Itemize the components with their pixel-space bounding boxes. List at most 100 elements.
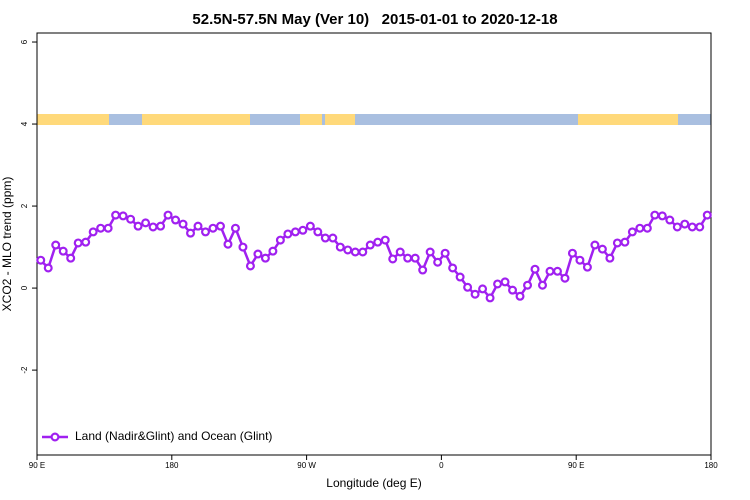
data-point (193, 221, 203, 231)
data-point (343, 245, 353, 255)
data-point (148, 222, 158, 232)
x-axis-label: Longitude (deg E) (326, 476, 421, 490)
data-point (305, 221, 315, 231)
data-point (156, 221, 166, 231)
data-point (335, 242, 345, 252)
data-point (657, 211, 667, 221)
data-point (642, 223, 652, 233)
data-point (320, 233, 330, 243)
data-point (223, 239, 233, 249)
data-point (328, 233, 338, 243)
data-point (665, 215, 675, 225)
data-point (440, 248, 450, 258)
data-point (373, 237, 383, 247)
data-point (582, 262, 592, 272)
data-point (290, 227, 300, 237)
data-point (485, 293, 495, 303)
data-point (260, 253, 270, 263)
data-point (455, 272, 465, 282)
data-point (620, 237, 630, 247)
data-point (545, 266, 555, 276)
data-point (410, 253, 420, 263)
data-point (470, 289, 480, 299)
data-point (552, 266, 562, 276)
data-point (51, 240, 61, 250)
x-tick-label: 90 E (29, 461, 45, 470)
data-point (680, 219, 690, 229)
data-point (43, 263, 53, 273)
x-tick-label: 90 W (297, 461, 316, 470)
data-point (245, 261, 255, 271)
data-point (36, 255, 46, 265)
data-point (96, 223, 106, 233)
data-point (605, 253, 615, 263)
data-point (73, 238, 83, 248)
data-point (560, 273, 570, 283)
x-tick-label: 180 (704, 461, 718, 470)
data-point (350, 247, 360, 257)
data-point (201, 227, 211, 237)
data-point (111, 210, 121, 220)
data-point (238, 242, 248, 252)
data-point (567, 248, 577, 258)
data-point (208, 223, 218, 233)
x-tick-label: 90 E (568, 461, 584, 470)
data-point (313, 227, 323, 237)
data-point (358, 247, 368, 257)
data-point (508, 285, 518, 295)
data-point (478, 284, 488, 294)
data-point (133, 221, 143, 231)
data-point (463, 282, 473, 292)
data-point (448, 263, 458, 273)
legend-marker (50, 432, 60, 442)
data-point (388, 254, 398, 264)
y-axis-label: XCO2 - MLO trend (ppm) (0, 177, 14, 312)
data-point (275, 235, 285, 245)
data-point (395, 247, 405, 257)
data-point (702, 210, 712, 220)
land-ocean-strip (37, 114, 711, 125)
data-point (186, 228, 196, 238)
data-point (635, 223, 645, 233)
data-point (575, 255, 585, 265)
data-point (650, 210, 660, 220)
chart-title: 52.5N-57.5N May (Ver 10) 2015-01-01 to 2… (192, 11, 557, 28)
y-tick-label: 0 (20, 285, 29, 290)
x-tick-label: 180 (165, 461, 179, 470)
data-point (425, 247, 435, 257)
legend-label: Land (Nadir&Glint) and Ocean (Glint) (75, 429, 272, 443)
data-point (433, 257, 443, 267)
y-tick-label: 4 (20, 121, 29, 126)
data-point (380, 235, 390, 245)
data-point (118, 211, 128, 221)
data-point (253, 249, 263, 259)
data-point (537, 280, 547, 290)
data-point (515, 291, 525, 301)
data-point (215, 221, 225, 231)
data-point (687, 222, 697, 232)
x-tick-label: 0 (439, 461, 444, 470)
data-point (523, 280, 533, 290)
data-point (66, 253, 76, 263)
data-point (298, 225, 308, 235)
data-point (171, 215, 181, 225)
data-point (178, 219, 188, 229)
data-point (88, 227, 98, 237)
data-point (612, 238, 622, 248)
data-point (403, 253, 413, 263)
data-point (597, 244, 607, 254)
plot-frame (36, 32, 712, 456)
data-point (230, 223, 240, 233)
y-tick-label: 6 (20, 39, 29, 44)
data-point (418, 265, 428, 275)
data-point (283, 229, 293, 239)
data-point (141, 218, 151, 228)
data-point (58, 246, 68, 256)
data-point (590, 240, 600, 250)
data-point (530, 264, 540, 274)
data-point (500, 277, 510, 287)
y-tick-label: 2 (20, 203, 29, 208)
data-point (365, 240, 375, 250)
data-point (81, 237, 91, 247)
